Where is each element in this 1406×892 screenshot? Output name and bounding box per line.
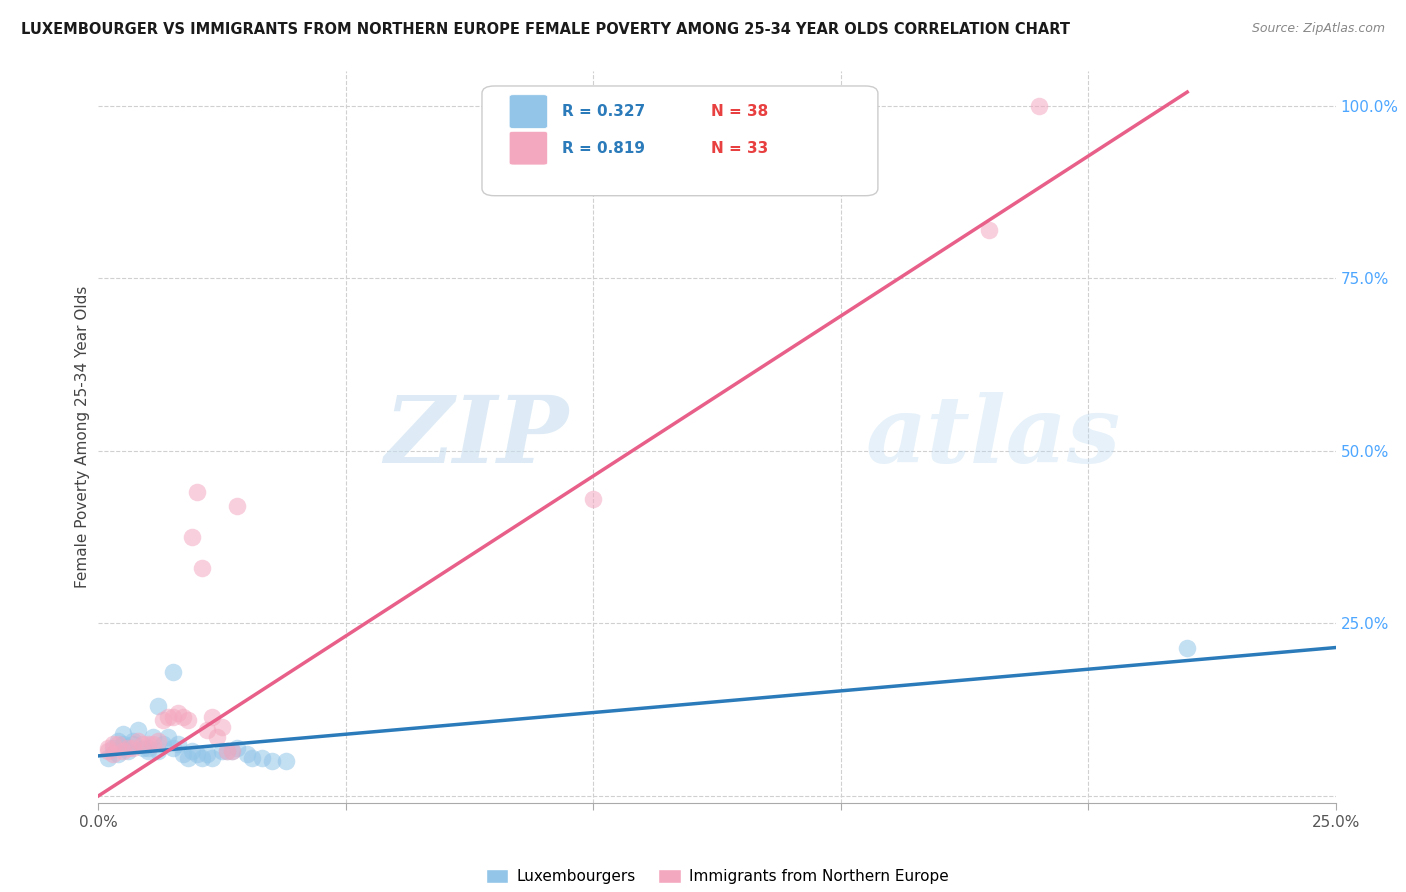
Point [136,737,159,751]
Point [97,751,120,765]
Point [136,740,159,755]
Point [1028,99,1050,113]
Point [162,665,184,679]
Point [107,737,129,751]
Point [176,713,198,727]
Point [152,737,174,751]
Point [112,727,135,741]
Point [205,731,228,745]
Point [172,747,194,762]
Point [191,561,214,575]
Point [191,751,214,765]
Point [103,747,125,762]
Point [103,740,125,755]
Point [107,747,129,762]
Point [240,751,263,765]
Point [132,737,155,751]
Point [226,740,249,755]
Point [117,740,139,755]
Point [146,699,169,714]
FancyBboxPatch shape [509,95,547,128]
Point [156,709,179,723]
Point [217,744,239,758]
Point [127,733,149,747]
Point [211,720,233,734]
Point [136,744,159,758]
Point [97,740,120,755]
Point [103,737,125,751]
Point [166,706,188,720]
FancyBboxPatch shape [509,131,547,165]
Text: ZIP: ZIP [384,392,568,482]
Point [122,740,145,755]
Point [162,709,184,723]
Point [172,709,194,723]
Point [132,740,155,755]
Point [162,740,184,755]
Point [830,99,852,113]
Point [226,499,249,513]
Point [176,751,198,765]
Y-axis label: Female Poverty Among 25-34 Year Olds: Female Poverty Among 25-34 Year Olds [75,286,90,588]
Point [112,737,135,751]
Point [201,751,224,765]
Point [142,737,165,751]
Point [236,747,259,762]
Point [250,751,273,765]
Text: R = 0.819: R = 0.819 [562,141,645,156]
Text: LUXEMBOURGER VS IMMIGRANTS FROM NORTHERN EUROPE FEMALE POVERTY AMONG 25-34 YEAR : LUXEMBOURGER VS IMMIGRANTS FROM NORTHERN… [21,22,1070,37]
Point [117,744,139,758]
Point [582,492,605,507]
Point [195,747,218,762]
Point [276,755,298,769]
Legend: Luxembourgers, Immigrants from Northern Europe: Luxembourgers, Immigrants from Northern … [479,863,955,890]
Point [146,744,169,758]
Point [122,737,145,751]
Point [221,744,243,758]
Point [142,731,165,745]
Point [186,747,208,762]
Point [156,731,179,745]
Point [146,733,169,747]
Point [107,733,129,747]
Point [201,709,224,723]
Text: N = 33: N = 33 [711,141,768,156]
Text: N = 38: N = 38 [711,104,768,120]
Point [166,737,188,751]
Point [1175,640,1198,655]
Point [181,744,204,758]
Text: Source: ZipAtlas.com: Source: ZipAtlas.com [1251,22,1385,36]
Point [195,723,218,738]
Point [217,744,239,758]
Text: atlas: atlas [866,392,1121,482]
FancyBboxPatch shape [482,86,877,195]
Point [152,713,174,727]
Point [221,744,243,758]
Point [127,723,149,738]
Text: R = 0.327: R = 0.327 [562,104,645,120]
Point [97,744,120,758]
Point [181,530,204,544]
Point [122,733,145,747]
Point [186,485,208,500]
Point [112,744,135,758]
Point [260,755,283,769]
Point [211,744,233,758]
Point [979,223,1001,237]
